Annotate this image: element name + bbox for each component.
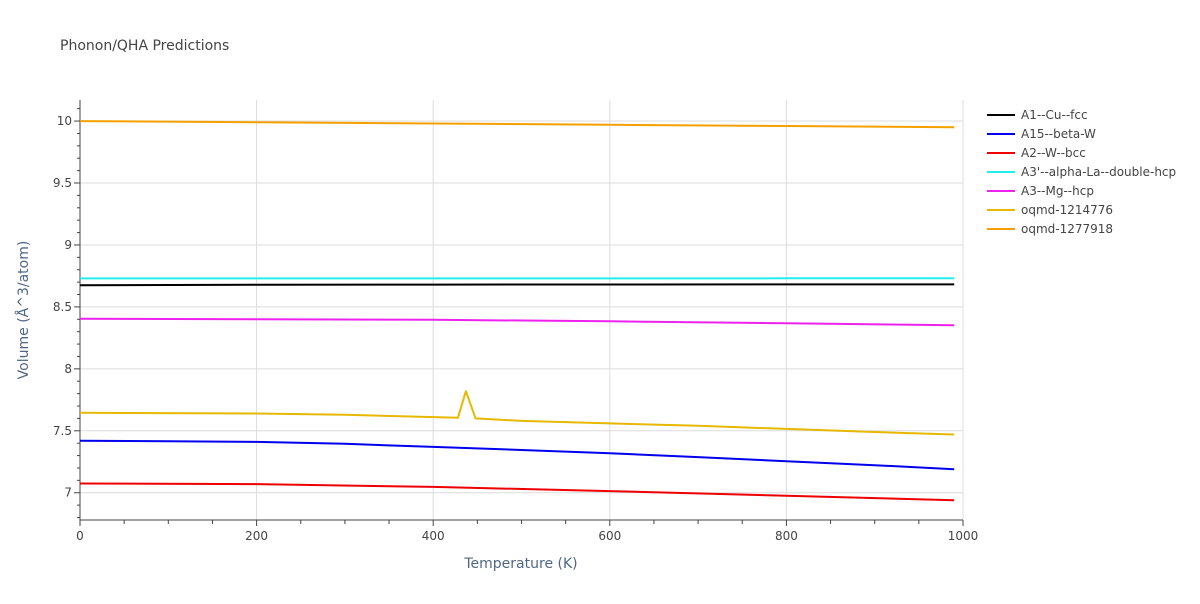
- chart-title: Phonon/QHA Predictions: [60, 38, 229, 54]
- y-axis-title: Volume (Å^3/atom): [15, 241, 32, 380]
- series-lines: [80, 121, 954, 500]
- legend-label: oqmd-1277918: [1021, 222, 1113, 236]
- axes: 0 200 400 600 800 1000 7 7.5 8 8.5 9 9.5 10: [53, 100, 978, 543]
- x-tick-label: 1000: [948, 529, 979, 543]
- x-tick-label: 600: [598, 529, 621, 543]
- legend-label: A3--Mg--hcp: [1021, 184, 1094, 198]
- grid-lines: [80, 100, 963, 520]
- x-tick-label: 200: [245, 529, 268, 543]
- legend-label: A3'--alpha-La--double-hcp: [1021, 165, 1176, 179]
- y-tick-label: 8.5: [53, 300, 72, 314]
- legend-item[interactable]: A3--Mg--hcp: [987, 184, 1094, 198]
- series-line: [80, 284, 954, 285]
- series-line: [80, 121, 954, 127]
- legend-label: A15--beta-W: [1021, 127, 1096, 141]
- x-tick-label: 400: [422, 529, 445, 543]
- series-line: [80, 319, 954, 326]
- legend-item[interactable]: oqmd-1214776: [987, 203, 1113, 217]
- y-tick-label: 9: [64, 238, 72, 252]
- y-tick-label: 9.5: [53, 176, 72, 190]
- y-tick-label: 7.5: [53, 424, 72, 438]
- legend-item[interactable]: A2--W--bcc: [987, 146, 1086, 160]
- x-axis-title: Temperature (K): [463, 556, 577, 572]
- x-tick-label: 800: [775, 529, 798, 543]
- legend-item[interactable]: A15--beta-W: [987, 127, 1096, 141]
- legend-item[interactable]: A3'--alpha-La--double-hcp: [987, 165, 1176, 179]
- legend-label: oqmd-1214776: [1021, 203, 1113, 217]
- x-tick-label: 0: [76, 529, 84, 543]
- y-tick-label: 8: [64, 362, 72, 376]
- series-line: [80, 391, 954, 434]
- legend-item[interactable]: A1--Cu--fcc: [987, 108, 1088, 122]
- legend[interactable]: A1--Cu--fcc A15--beta-W A2--W--bcc A3'--alp…: [987, 108, 1176, 236]
- series-line: [80, 484, 954, 501]
- legend-item[interactable]: oqmd-1277918: [987, 222, 1113, 236]
- legend-label: A1--Cu--fcc: [1021, 108, 1088, 122]
- y-tick-label: 7: [64, 486, 72, 500]
- series-line: [80, 441, 954, 470]
- legend-label: A2--W--bcc: [1021, 146, 1086, 160]
- y-tick-label: 10: [57, 114, 72, 128]
